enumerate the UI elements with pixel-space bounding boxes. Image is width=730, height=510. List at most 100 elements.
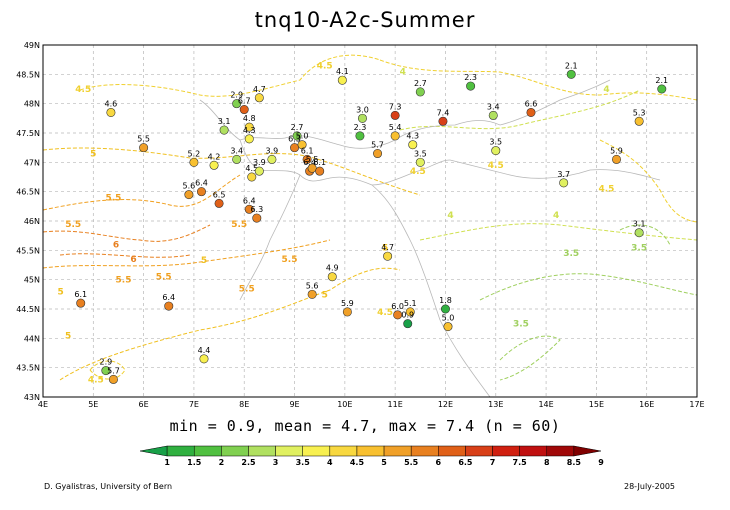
station-marker [209,160,219,170]
station-value-label: 6.7 [238,97,251,106]
station-value-label: 5.7 [371,141,384,150]
station-marker [252,213,262,223]
station-value-label: 5.6 [306,281,319,290]
lon-tick-label: 5E [88,400,98,409]
station-value-label: 6.1 [313,158,326,167]
station-marker [290,143,300,153]
contour-lines [42,54,698,381]
summary-statistics: min = 0.9, mean = 4.7, max = 7.4 (n = 60… [169,417,561,435]
station-value-label: 2.3 [464,73,477,82]
station-value-label: 5.9 [341,299,354,308]
station-value-label: 3.1 [218,117,231,126]
contour-line [499,335,561,381]
station-value-label: 3.7 [557,170,570,179]
contour-line [42,239,331,269]
station-value-label: 3.9 [266,146,279,155]
colorbar-segment [248,445,276,457]
map-title: tnq10-A2c-Summer [254,8,476,32]
station-marker [164,301,174,311]
station-value-label: 5.7 [107,366,120,375]
station-marker [415,157,425,167]
contour-line [79,54,381,97]
contour-line [419,223,698,241]
colorbar-label: 8 [544,458,550,467]
station-value-label: 3.9 [253,158,266,167]
colorbar-segment [410,445,439,457]
longitude-tick-labels: 4E 5E 6E 7E 8E 9E 10E 11E 12E 13E 14E 15E 16E 17E [38,400,705,409]
colorbar-segment [519,445,548,457]
colorbar-label: 6 [436,458,442,467]
lat-tick-label: 44.5N [16,305,40,314]
station-marker [488,110,498,120]
border-line [329,159,451,186]
station-value-label: 5.3 [633,108,646,117]
lon-tick-label: 14E [538,400,553,409]
station-marker [196,187,206,197]
contour-label: 3.5 [513,320,529,330]
station-value-label: 5.2 [188,149,201,158]
lon-tick-label: 9E [289,400,299,409]
station-marker [393,310,403,320]
station-marker [219,125,229,135]
station-value-label: 4.1 [336,67,349,76]
station-value-label: 5.1 [404,299,417,308]
station-marker [566,69,576,79]
station-value-label: 2.1 [565,61,578,70]
colorbar-segment [546,445,575,457]
station-value-label: 5.0 [442,314,455,323]
lat-tick-label: 43.5N [16,364,40,373]
contour-label: 4.5 [377,308,393,318]
station-value-label: 6.4 [303,158,316,167]
lat-tick-label: 44N [24,334,40,343]
colorbar-label: 7 [490,458,496,467]
station-value-label: 4.3 [406,132,419,141]
lon-tick-label: 4E [38,400,48,409]
colorbar-label: 1.5 [187,458,202,467]
lat-tick-label: 45.5N [16,246,40,255]
colorbar-segment [492,445,520,457]
colorbar-label: 1 [164,458,170,467]
colorbar-legend: 1 1.5 2 2.5 3 3.5 4 4.5 5 5.5 6 6.5 7 7.5 8 8.5 9 [139,445,604,467]
lat-tick-label: 47.5N [16,129,40,138]
colorbar-segment [275,445,303,457]
colorbar-segment [438,445,466,457]
station-value-label: 6.0 [391,302,404,311]
contour-label: 5.5 [239,284,255,294]
station-marker [403,319,413,329]
lon-tick-label: 13E [488,400,503,409]
contour-label: 5 [90,149,96,159]
station-marker [239,105,249,115]
lon-tick-label: 10E [337,400,352,409]
contour-label: 4.5 [317,61,333,71]
station-marker [214,198,224,208]
station-value-label: 4.9 [326,264,339,273]
lat-tick-label: 45N [24,276,40,285]
colorbar-label: 2.5 [241,458,256,467]
lon-tick-label: 17E [689,400,704,409]
colorbar-label: 4.5 [350,458,365,467]
station-value-label: 7.4 [437,108,450,117]
station-marker [108,374,118,384]
lon-tick-label: 12E [438,400,453,409]
lat-tick-label: 43N [24,393,40,402]
colorbar-segment [221,445,249,457]
lon-tick-label: 8E [239,400,249,409]
colorbar-segment [383,445,412,457]
station-marker [443,322,453,332]
lon-tick-label: 16E [639,400,654,409]
station-marker [297,140,307,150]
station-marker [267,154,277,164]
station-marker [405,307,415,317]
colorbar-label: 5.5 [404,458,419,467]
border-line [499,79,611,126]
station-marker [101,366,111,376]
station-value-label: 4.7 [253,85,266,94]
colorbar-label: 3.5 [296,458,311,467]
contour-line [399,89,641,131]
lon-tick-label: 7E [189,400,199,409]
lat-tick-label: 46N [24,217,40,226]
station-marker [315,166,325,176]
contour-label: 4.5 [488,161,504,171]
contour-line [599,139,698,223]
